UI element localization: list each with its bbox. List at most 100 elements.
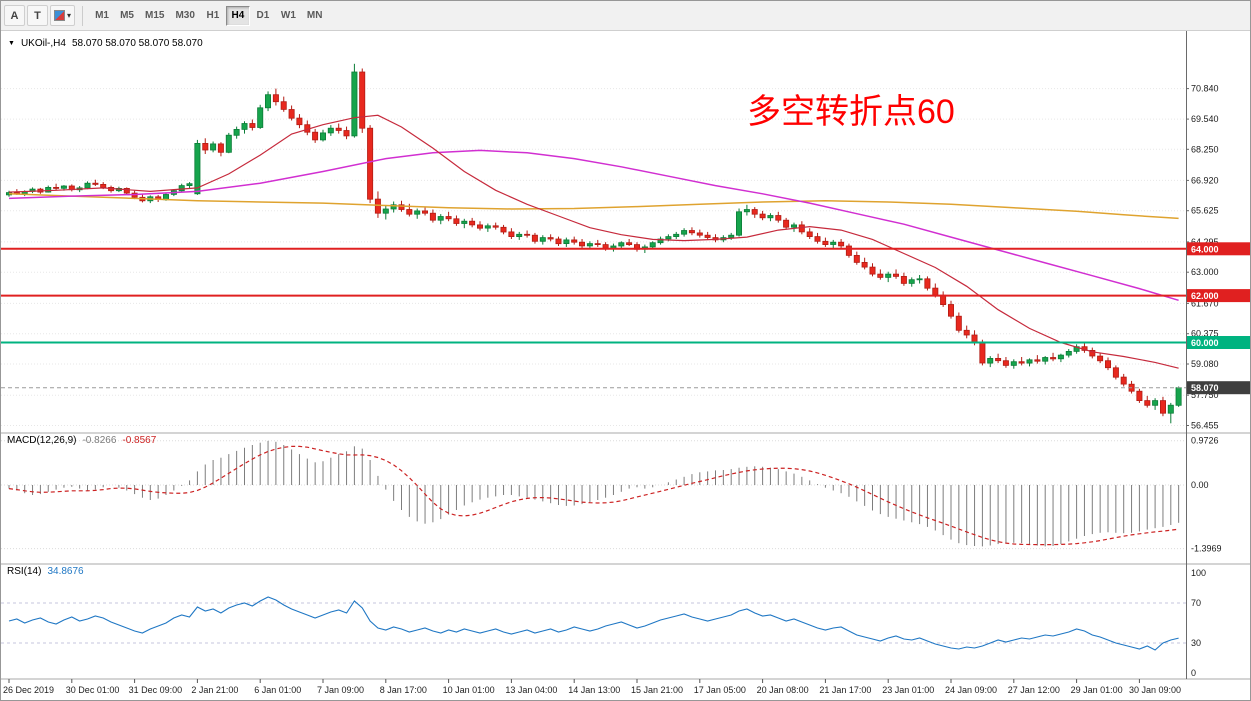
rsi-value: 34.8676: [47, 566, 84, 577]
toolbar-separator: [82, 5, 84, 26]
candle-body: [751, 209, 758, 215]
candle-body: [908, 279, 915, 284]
candle-body: [626, 242, 633, 245]
candle-body: [1105, 360, 1112, 369]
timeframe-button-m15[interactable]: M15: [140, 6, 169, 26]
time-axis-label: 14 Jan 13:00: [568, 685, 620, 695]
candle-body: [241, 123, 248, 130]
candle-body: [1175, 387, 1182, 406]
price-axis-label: 65.625: [1191, 206, 1219, 216]
candle-body: [1026, 359, 1033, 364]
price-axis-label: 64.295: [1191, 237, 1219, 247]
macd-axis-label: 0.00: [1191, 480, 1209, 490]
candle-body: [1160, 400, 1167, 414]
time-axis-layer: 26 Dec 2019 30 Dec 01:00 31 Dec 09:00 2 Jan…: [3, 679, 1181, 695]
candle-body: [312, 131, 319, 141]
candle-body: [602, 244, 609, 249]
candle-body: [257, 107, 264, 128]
candle-body: [1065, 350, 1072, 356]
ma-red-line: [8, 114, 1179, 369]
rsi-axis-label: 100: [1191, 568, 1206, 578]
time-axis-label: 27 Jan 12:00: [1008, 685, 1060, 695]
candle-body: [940, 294, 947, 306]
rsi-axis-label: 0: [1191, 668, 1196, 678]
candle-body: [100, 183, 107, 188]
macd-signal-value: -0.8567: [122, 435, 157, 446]
timeframe-button-m1[interactable]: M1: [90, 6, 114, 26]
candle-body: [877, 273, 884, 278]
candle-body: [555, 238, 562, 245]
candle-body: [264, 94, 271, 109]
candle-body: [469, 220, 476, 226]
candle-body: [178, 185, 185, 192]
candle-body: [445, 216, 452, 220]
timeframe-button-d1[interactable]: D1: [251, 6, 275, 26]
candle-body: [563, 239, 570, 244]
candle-body: [806, 231, 813, 237]
candle-body: [649, 242, 656, 248]
chart-area[interactable]: 70.840 69.540 68.250 66.920 65.625 64.295 63.0…: [1, 31, 1250, 700]
timeframe-button-h1[interactable]: H1: [201, 6, 225, 26]
candle-body: [1136, 390, 1143, 402]
candle-body: [688, 230, 695, 234]
color-picker-button[interactable]: ▾: [50, 5, 76, 26]
candle-body: [1002, 360, 1009, 366]
candle-body: [759, 213, 766, 219]
tool-button-a[interactable]: A: [4, 5, 25, 26]
time-axis-label: 17 Jan 05:00: [694, 685, 746, 695]
macd-header: MACD(12,26,9) -0.8266 -0.8567: [7, 435, 156, 446]
candle-body: [1120, 376, 1127, 385]
candle-body: [900, 275, 907, 284]
candle-body: [1112, 367, 1119, 378]
time-axis-label: 30 Jan 09:00: [1129, 685, 1181, 695]
candle-body: [45, 186, 52, 193]
candle-body: [924, 278, 931, 289]
candle-body: [579, 241, 586, 247]
timeframe-button-h4[interactable]: H4: [225, 5, 250, 26]
chart-canvas[interactable]: 70.840 69.540 68.250 66.920 65.625 64.295 63.0…: [1, 31, 1250, 700]
candle-body: [296, 117, 303, 126]
grid-layer: [1, 88, 1186, 644]
candle-body: [225, 134, 232, 153]
candle-body: [249, 123, 256, 128]
candle-body: [186, 183, 193, 186]
candle-body: [798, 224, 805, 233]
candle-body: [767, 215, 774, 219]
candle-body: [869, 266, 876, 275]
candle-body: [1042, 357, 1049, 362]
candle-body: [1018, 361, 1025, 364]
candle-body: [681, 230, 688, 235]
price-axis-label: 60.375: [1191, 329, 1219, 339]
candle-body: [1010, 361, 1017, 366]
candle-body: [1144, 400, 1151, 406]
candle-body: [288, 109, 295, 119]
candle-body: [390, 204, 397, 210]
candle-body: [516, 233, 523, 238]
candle-body: [437, 216, 444, 221]
color-swatch-icon: [54, 10, 65, 21]
candle-body: [728, 234, 735, 238]
tool-button-t[interactable]: T: [27, 5, 48, 26]
candle-body: [743, 209, 750, 213]
price-axis-label: 63.000: [1191, 267, 1219, 277]
dropdown-caret-icon: ▾: [67, 11, 72, 20]
candle-body: [1057, 354, 1064, 360]
tool-buttons-group: A T ▾: [4, 5, 76, 26]
candle-body: [853, 254, 860, 263]
candle-body: [948, 304, 955, 317]
timeframe-button-w1[interactable]: W1: [276, 6, 301, 26]
candle-body: [995, 357, 1002, 362]
timeframe-button-m30[interactable]: M30: [170, 6, 199, 26]
macd-axis-label: -1.3969: [1191, 544, 1222, 554]
candle-body: [673, 233, 680, 238]
candle-body: [367, 127, 374, 200]
timeframe-button-m5[interactable]: M5: [115, 6, 139, 26]
candle-body: [1167, 404, 1174, 414]
price-axis-label: 57.750: [1191, 390, 1219, 400]
candle-body: [84, 182, 91, 189]
price-line-badge: [1187, 336, 1250, 349]
collapse-triangle-icon[interactable]: ▼: [8, 40, 15, 47]
timeframe-button-mn[interactable]: MN: [302, 6, 328, 26]
time-axis-label: 8 Jan 17:00: [380, 685, 427, 695]
